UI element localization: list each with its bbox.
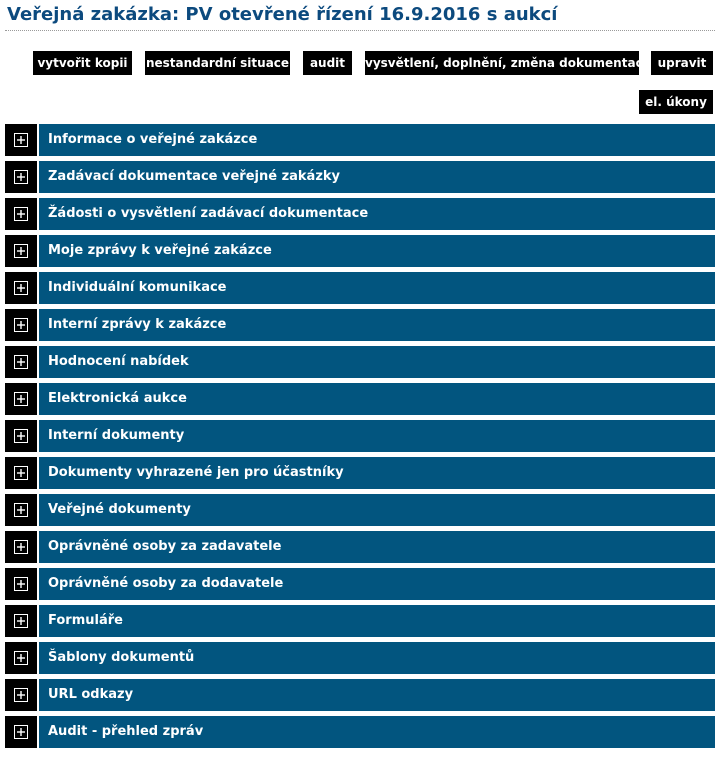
section-label: Interní zprávy k zakázce: [48, 317, 227, 332]
expand-plus-icon: [14, 466, 28, 480]
accordion-section[interactable]: Formuláře: [5, 605, 715, 637]
expand-plus-icon: [14, 281, 28, 295]
section-header-bar[interactable]: Žádosti o vysvětlení zadávací dokumentac…: [39, 198, 715, 230]
expand-plus-icon: [14, 725, 28, 739]
expand-toggle[interactable]: [5, 679, 37, 711]
title-divider: [5, 30, 715, 31]
expand-toggle[interactable]: [5, 309, 37, 341]
section-label: Informace o veřejné zakázce: [48, 132, 258, 147]
section-header-bar[interactable]: Interní zprávy k zakázce: [39, 309, 715, 341]
non-standard-situation-button[interactable]: nestandardní situace: [145, 51, 290, 75]
expand-toggle[interactable]: [5, 198, 37, 230]
section-label: Žádosti o vysvětlení zadávací dokumentac…: [48, 206, 369, 221]
section-label: Šablony dokumentů: [48, 650, 195, 665]
section-header-bar[interactable]: Hodnocení nabídek: [39, 346, 715, 378]
section-header-bar[interactable]: Audit - přehled zpráv: [39, 716, 715, 748]
expand-plus-icon: [14, 133, 28, 147]
expand-plus-icon: [14, 503, 28, 517]
accordion-section[interactable]: Hodnocení nabídek: [5, 346, 715, 378]
expand-toggle[interactable]: [5, 346, 37, 378]
expand-plus-icon: [14, 651, 28, 665]
expand-plus-icon: [14, 318, 28, 332]
expand-toggle[interactable]: [5, 457, 37, 489]
accordion-section[interactable]: Individuální komunikace: [5, 272, 715, 304]
accordion-section[interactable]: Audit - přehled zpráv: [5, 716, 715, 748]
expand-toggle[interactable]: [5, 642, 37, 674]
accordion-section[interactable]: Elektronická aukce: [5, 383, 715, 415]
section-label: Elektronická aukce: [48, 391, 187, 406]
section-header-bar[interactable]: Moje zprávy k veřejné zakázce: [39, 235, 715, 267]
section-header-bar[interactable]: Individuální komunikace: [39, 272, 715, 304]
expand-plus-icon: [14, 577, 28, 591]
section-header-bar[interactable]: Formuláře: [39, 605, 715, 637]
section-label: Dokumenty vyhrazené jen pro účastníky: [48, 465, 344, 480]
expand-toggle[interactable]: [5, 235, 37, 267]
section-header-bar[interactable]: Dokumenty vyhrazené jen pro účastníky: [39, 457, 715, 489]
section-header-bar[interactable]: Interní dokumenty: [39, 420, 715, 452]
section-label: Oprávněné osoby za dodavatele: [48, 576, 284, 591]
expand-plus-icon: [14, 540, 28, 554]
accordion-section[interactable]: Žádosti o vysvětlení zadávací dokumentac…: [5, 198, 715, 230]
section-label: Formuláře: [48, 613, 123, 628]
accordion-section[interactable]: Oprávněné osoby za zadavatele: [5, 531, 715, 563]
accordion-section[interactable]: Moje zprávy k veřejné zakázce: [5, 235, 715, 267]
section-header-bar[interactable]: URL odkazy: [39, 679, 715, 711]
section-header-bar[interactable]: Elektronická aukce: [39, 383, 715, 415]
edit-button[interactable]: upravit: [651, 51, 713, 75]
accordion-section[interactable]: Informace o veřejné zakázce: [5, 124, 715, 156]
expand-plus-icon: [14, 614, 28, 628]
page-title: Veřejná zakázka: PV otevřené řízení 16.9…: [7, 4, 558, 25]
expand-plus-icon: [14, 207, 28, 221]
section-label: Hodnocení nabídek: [48, 354, 189, 369]
expand-toggle[interactable]: [5, 494, 37, 526]
clarification-button[interactable]: vysvětlení, doplnění, změna dokumentace: [365, 51, 651, 75]
accordion-section[interactable]: Šablony dokumentů: [5, 642, 715, 674]
section-header-bar[interactable]: Oprávněné osoby za dodavatele: [39, 568, 715, 600]
expand-toggle[interactable]: [5, 272, 37, 304]
accordion-section[interactable]: Interní zprávy k zakázce: [5, 309, 715, 341]
accordion-section[interactable]: Zadávací dokumentace veřejné zakázky: [5, 161, 715, 193]
accordion-section[interactable]: URL odkazy: [5, 679, 715, 711]
section-label: URL odkazy: [48, 687, 134, 702]
accordion-section[interactable]: Interní dokumenty: [5, 420, 715, 452]
section-label: Moje zprávy k veřejné zakázce: [48, 243, 272, 258]
section-header-bar[interactable]: Veřejné dokumenty: [39, 494, 715, 526]
expand-plus-icon: [14, 429, 28, 443]
expand-plus-icon: [14, 355, 28, 369]
accordion-section[interactable]: Veřejné dokumenty: [5, 494, 715, 526]
expand-toggle[interactable]: [5, 161, 37, 193]
expand-toggle[interactable]: [5, 383, 37, 415]
expand-toggle[interactable]: [5, 531, 37, 563]
expand-toggle[interactable]: [5, 420, 37, 452]
section-label: Audit - přehled zpráv: [48, 724, 204, 739]
accordion-section[interactable]: Dokumenty vyhrazené jen pro účastníky: [5, 457, 715, 489]
section-label: Individuální komunikace: [48, 280, 227, 295]
expand-toggle[interactable]: [5, 716, 37, 748]
accordion-section[interactable]: Oprávněné osoby za dodavatele: [5, 568, 715, 600]
expand-toggle[interactable]: [5, 568, 37, 600]
expand-toggle[interactable]: [5, 605, 37, 637]
expand-toggle[interactable]: [5, 124, 37, 156]
expand-plus-icon: [14, 170, 28, 184]
section-header-bar[interactable]: Oprávněné osoby za zadavatele: [39, 531, 715, 563]
section-label: Zadávací dokumentace veřejné zakázky: [48, 169, 341, 184]
expand-plus-icon: [14, 392, 28, 406]
audit-button[interactable]: audit: [303, 51, 352, 75]
expand-plus-icon: [14, 688, 28, 702]
create-copy-button[interactable]: vytvořit kopii: [33, 51, 132, 75]
expand-plus-icon: [14, 244, 28, 258]
electronic-actions-button[interactable]: el. úkony: [639, 90, 713, 114]
section-label: Oprávněné osoby za zadavatele: [48, 539, 282, 554]
section-label: Veřejné dokumenty: [48, 502, 191, 517]
section-label: Interní dokumenty: [48, 428, 185, 443]
section-header-bar[interactable]: Informace o veřejné zakázce: [39, 124, 715, 156]
section-header-bar[interactable]: Šablony dokumentů: [39, 642, 715, 674]
section-header-bar[interactable]: Zadávací dokumentace veřejné zakázky: [39, 161, 715, 193]
